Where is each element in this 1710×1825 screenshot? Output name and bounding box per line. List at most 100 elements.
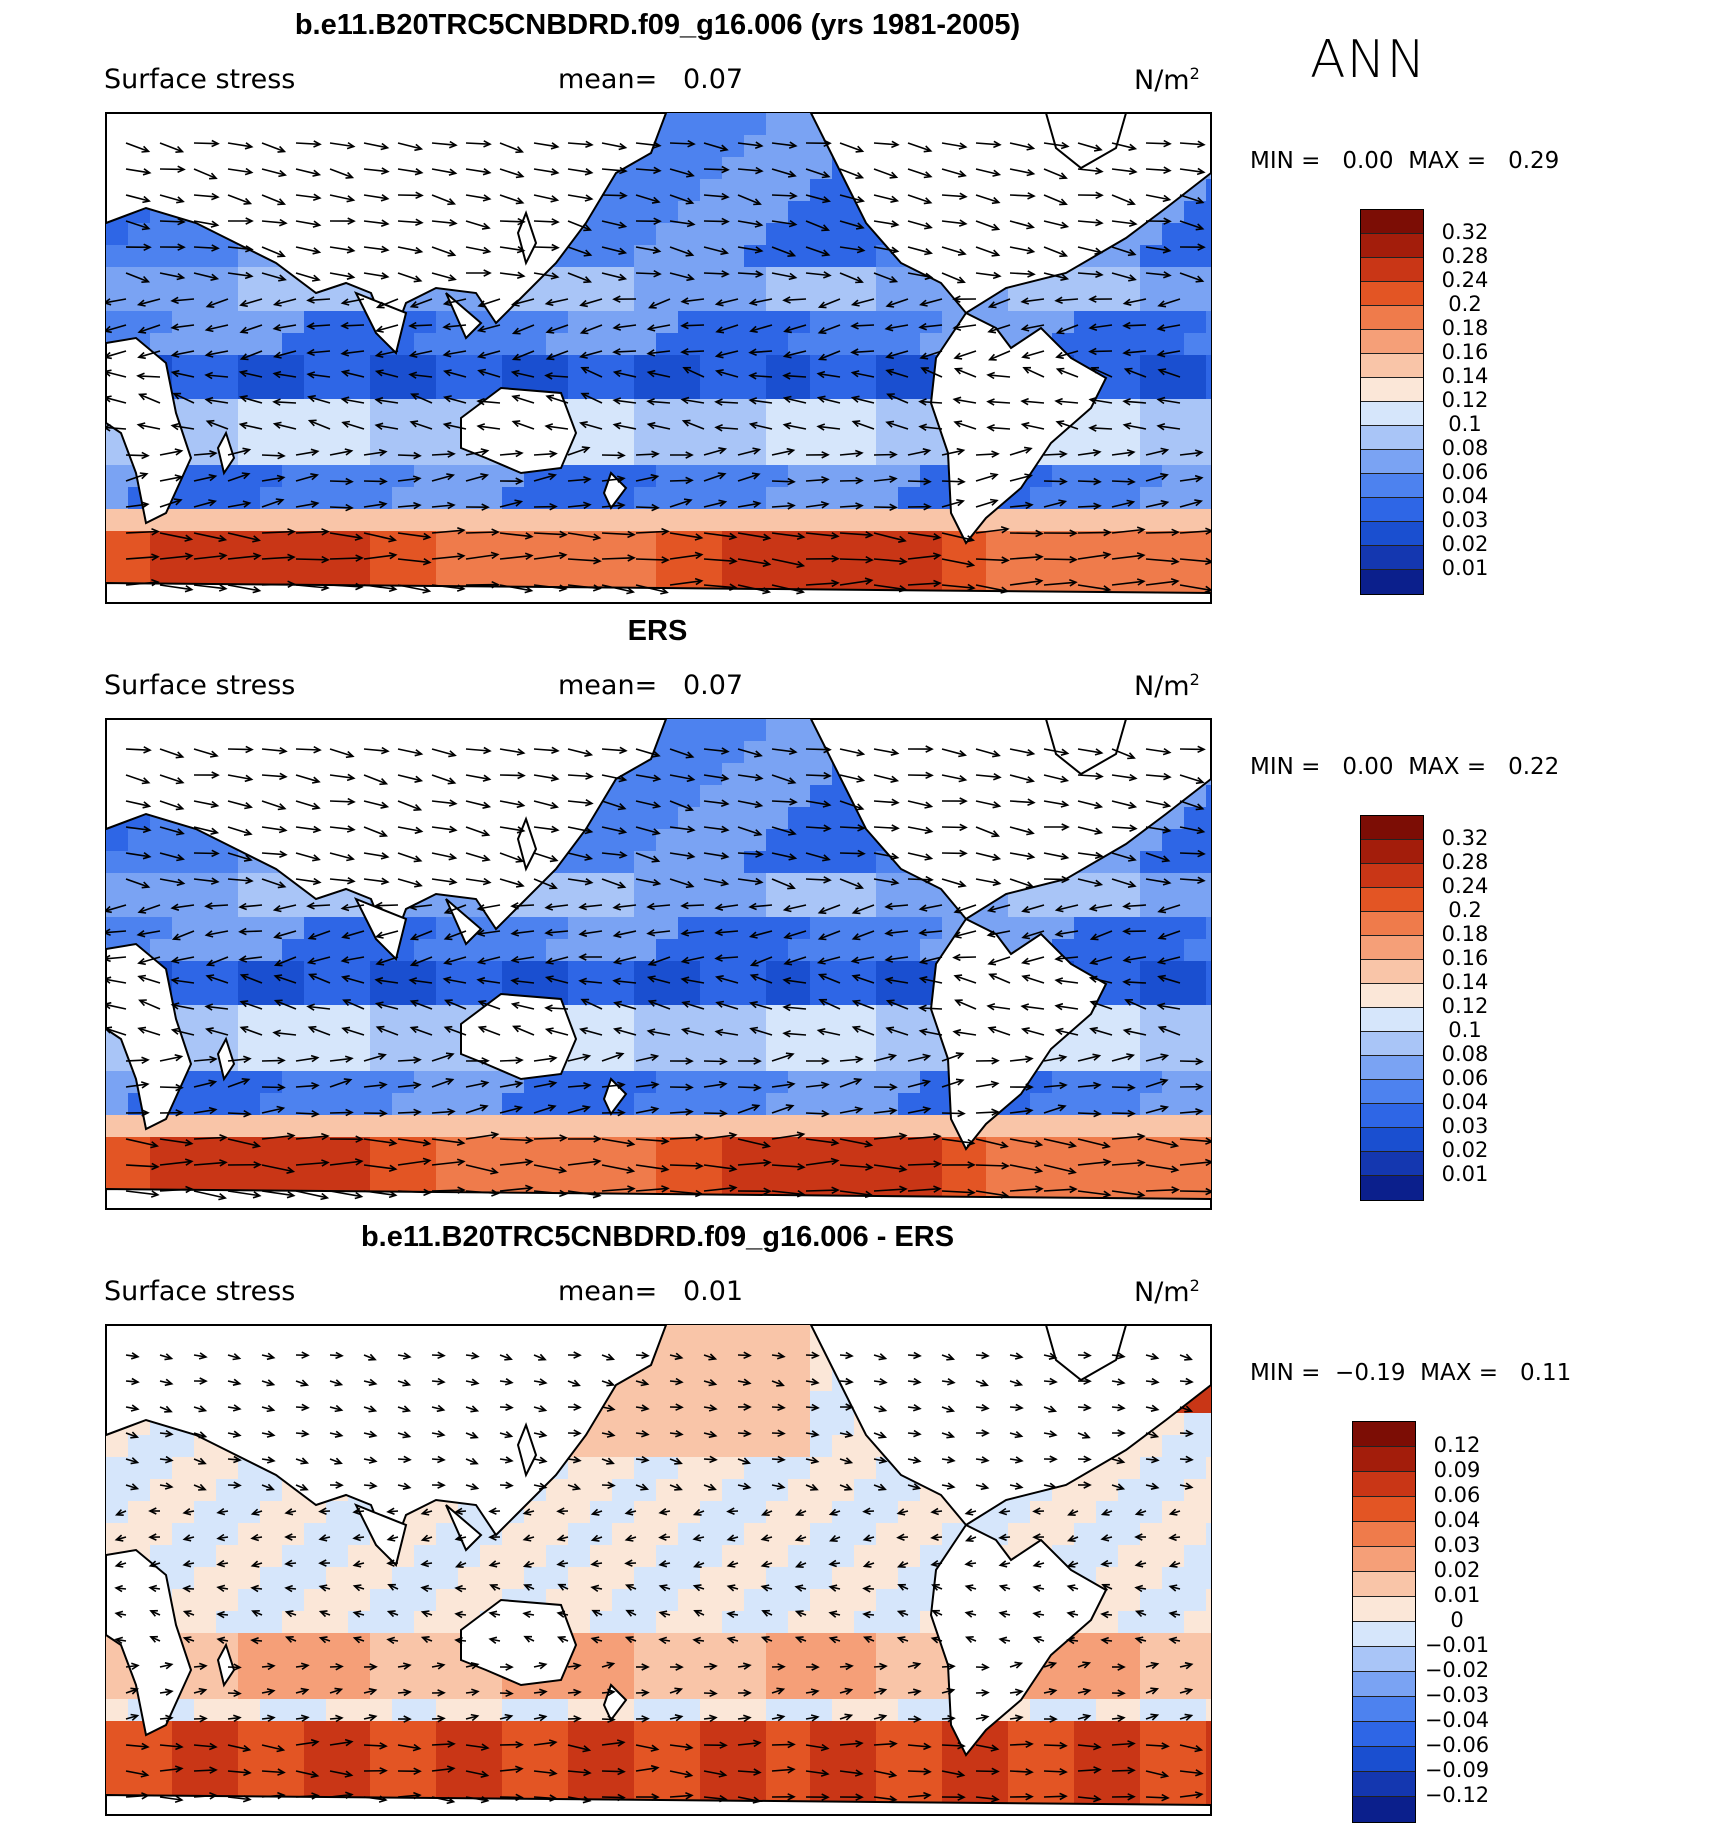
vector-arrow xyxy=(989,298,1011,308)
vector-arrow xyxy=(1043,246,1067,257)
field-cell xyxy=(766,509,789,532)
vector-arrowhead xyxy=(517,217,526,226)
vector-arrowhead xyxy=(762,533,772,541)
vector-arrowhead xyxy=(992,169,1002,177)
vector-arrowhead xyxy=(992,271,1002,280)
vector-arrow xyxy=(125,168,150,174)
colorbar-swatch xyxy=(1361,570,1423,594)
vector-arrowhead xyxy=(966,1138,976,1147)
vector-arrowhead xyxy=(273,959,283,967)
vector-arrowhead xyxy=(899,557,908,565)
field-cell xyxy=(524,311,547,334)
vector-arrowhead xyxy=(626,1139,636,1147)
vector-arrow xyxy=(106,371,127,378)
vector-arrowhead xyxy=(252,535,262,543)
field-cell xyxy=(568,531,591,554)
field-cell xyxy=(634,509,657,532)
vector-arrow xyxy=(261,194,285,205)
vector-arrow xyxy=(1179,1190,1211,1193)
vector-arrowhead xyxy=(1160,1105,1169,1113)
field-cell xyxy=(1074,1093,1097,1116)
vector-arrowhead xyxy=(447,501,456,510)
vector-arrow xyxy=(567,503,590,508)
vector-arrowhead xyxy=(748,348,757,356)
vector-arrowhead xyxy=(694,551,704,560)
vector-arrowhead xyxy=(919,352,929,360)
vector-arrowhead xyxy=(477,300,487,308)
field-cell xyxy=(854,377,877,400)
vector-arrowhead xyxy=(989,498,999,506)
field-cell xyxy=(304,311,327,334)
vector-arrowhead xyxy=(375,301,385,309)
vector-arrow xyxy=(240,1000,263,1010)
field-cell xyxy=(348,399,371,422)
vector-arrow xyxy=(376,956,399,965)
field-cell xyxy=(238,443,261,466)
field-cell xyxy=(876,1137,899,1160)
field-cell xyxy=(480,1093,503,1116)
vector-arrowhead xyxy=(312,854,321,862)
vector-arrowhead xyxy=(890,878,900,886)
vector-arrow xyxy=(431,1110,454,1114)
vector-arrowhead xyxy=(443,369,452,377)
vector-arrow xyxy=(1043,272,1068,280)
field-cell xyxy=(1140,961,1163,984)
vector-arrowhead xyxy=(721,747,730,755)
vector-arrow xyxy=(159,194,184,203)
vector-arrowhead xyxy=(646,902,655,911)
vector-arrowhead xyxy=(380,245,390,254)
vector-arrowhead xyxy=(680,396,690,405)
field-cell xyxy=(832,553,855,576)
vector-arrow xyxy=(771,272,796,279)
vector-arrow xyxy=(499,142,523,153)
field-cell xyxy=(876,377,899,400)
field-cell xyxy=(766,1027,789,1050)
vector-arrow xyxy=(1022,350,1045,358)
vector-arrowhead xyxy=(966,560,976,568)
vector-arrow xyxy=(839,579,872,586)
vector-arrow xyxy=(1043,1084,1066,1088)
vector-arrowhead xyxy=(822,854,831,862)
vector-arrow xyxy=(479,1000,501,1010)
vector-arrow xyxy=(363,503,386,508)
field-cell xyxy=(722,763,745,786)
vector-arrowhead xyxy=(456,584,466,592)
field-cell xyxy=(414,399,437,422)
vector-arrow xyxy=(703,1134,736,1140)
field-cell xyxy=(458,333,481,356)
vector-arrow xyxy=(499,220,525,223)
vector-arrowhead xyxy=(210,800,220,809)
colorbar-swatch xyxy=(1361,234,1423,258)
field-cell xyxy=(986,553,1009,576)
vector-arrowhead xyxy=(550,774,560,782)
vector-arrowhead xyxy=(650,1106,660,1114)
vector-arrowhead xyxy=(925,875,934,884)
vector-arrow xyxy=(329,532,362,539)
field-cell xyxy=(722,487,745,510)
field-cell xyxy=(1140,1071,1163,1094)
vector-arrowhead xyxy=(660,587,669,595)
field-cell xyxy=(832,487,855,510)
field-cell xyxy=(1162,311,1185,334)
vector-arrow xyxy=(159,450,182,456)
vector-arrowhead xyxy=(1059,198,1068,206)
vector-arrow xyxy=(342,956,365,962)
field-cell xyxy=(700,1325,723,1348)
vector-arrow xyxy=(601,504,624,508)
vector-arrowhead xyxy=(344,1055,354,1063)
vector-arrowhead xyxy=(855,145,865,153)
vector-arrow xyxy=(1145,800,1170,807)
panel1-max-label: MAX = xyxy=(1408,148,1487,174)
vector-arrow xyxy=(227,878,252,882)
vector-arrow xyxy=(737,1138,770,1148)
vector-arrow xyxy=(805,503,828,508)
vector-arrow xyxy=(941,142,966,148)
vector-arrowhead xyxy=(617,803,627,811)
vector-arrowhead xyxy=(1128,143,1138,151)
field-cell xyxy=(238,509,261,532)
vector-arrow xyxy=(1179,220,1203,230)
vector-arrowhead xyxy=(243,854,253,862)
vector-arrowhead xyxy=(211,244,220,252)
field-cell xyxy=(634,267,657,290)
vector-arrowhead xyxy=(992,801,1002,809)
